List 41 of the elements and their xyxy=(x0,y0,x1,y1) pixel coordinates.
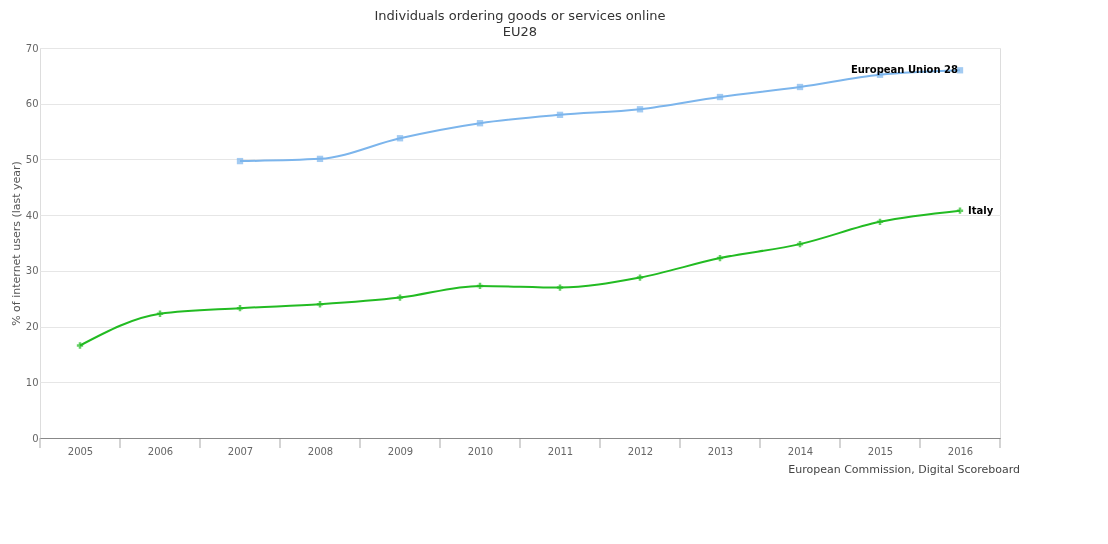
y-tick-label: 20 xyxy=(25,321,39,333)
point xyxy=(956,207,964,214)
point xyxy=(396,135,404,142)
x-tick-label: 2007 xyxy=(227,445,254,457)
series-label: European Union 28 xyxy=(850,64,959,76)
y-tick-label: 70 xyxy=(25,42,39,54)
point xyxy=(636,106,644,113)
x-tick-label: 2012 xyxy=(627,445,654,457)
y-tick-label: 0 xyxy=(32,432,39,444)
point xyxy=(396,294,404,301)
x-tick-label: 2005 xyxy=(67,445,94,457)
point xyxy=(156,310,164,317)
y-axis-title: % of internet users (last year) xyxy=(9,161,23,326)
point xyxy=(796,83,804,91)
x-tick-label: 2006 xyxy=(147,445,174,457)
point xyxy=(556,284,564,291)
point xyxy=(316,301,324,308)
x-tick-label: 2009 xyxy=(387,445,414,457)
x-tick-label: 2010 xyxy=(467,445,494,457)
point xyxy=(236,157,244,165)
point xyxy=(316,155,324,163)
series-label: Italy xyxy=(968,204,994,216)
chart-title: Individuals ordering goods or services online xyxy=(374,8,666,23)
point xyxy=(716,93,724,101)
y-tick-label: 30 xyxy=(25,265,39,277)
point xyxy=(556,111,564,119)
point xyxy=(636,274,644,281)
x-tick-label: 2013 xyxy=(707,445,734,457)
point xyxy=(476,120,484,127)
y-tick-label: 50 xyxy=(25,153,39,165)
point xyxy=(76,342,84,349)
y-tick-label: 60 xyxy=(25,98,39,110)
text: European Commission, Digital Scoreboard xyxy=(788,463,1020,476)
x-tick-label: 2014 xyxy=(787,445,814,457)
chart-subtitle: EU28 xyxy=(502,24,538,39)
y-tick-label: 40 xyxy=(25,209,39,221)
x-tick-label: 2015 xyxy=(867,445,894,457)
x-tick-label: 2016 xyxy=(947,445,974,457)
x-tick-label: 2011 xyxy=(547,445,574,457)
y-tick-label: 10 xyxy=(25,376,39,388)
x-tick-label: 2008 xyxy=(307,445,334,457)
